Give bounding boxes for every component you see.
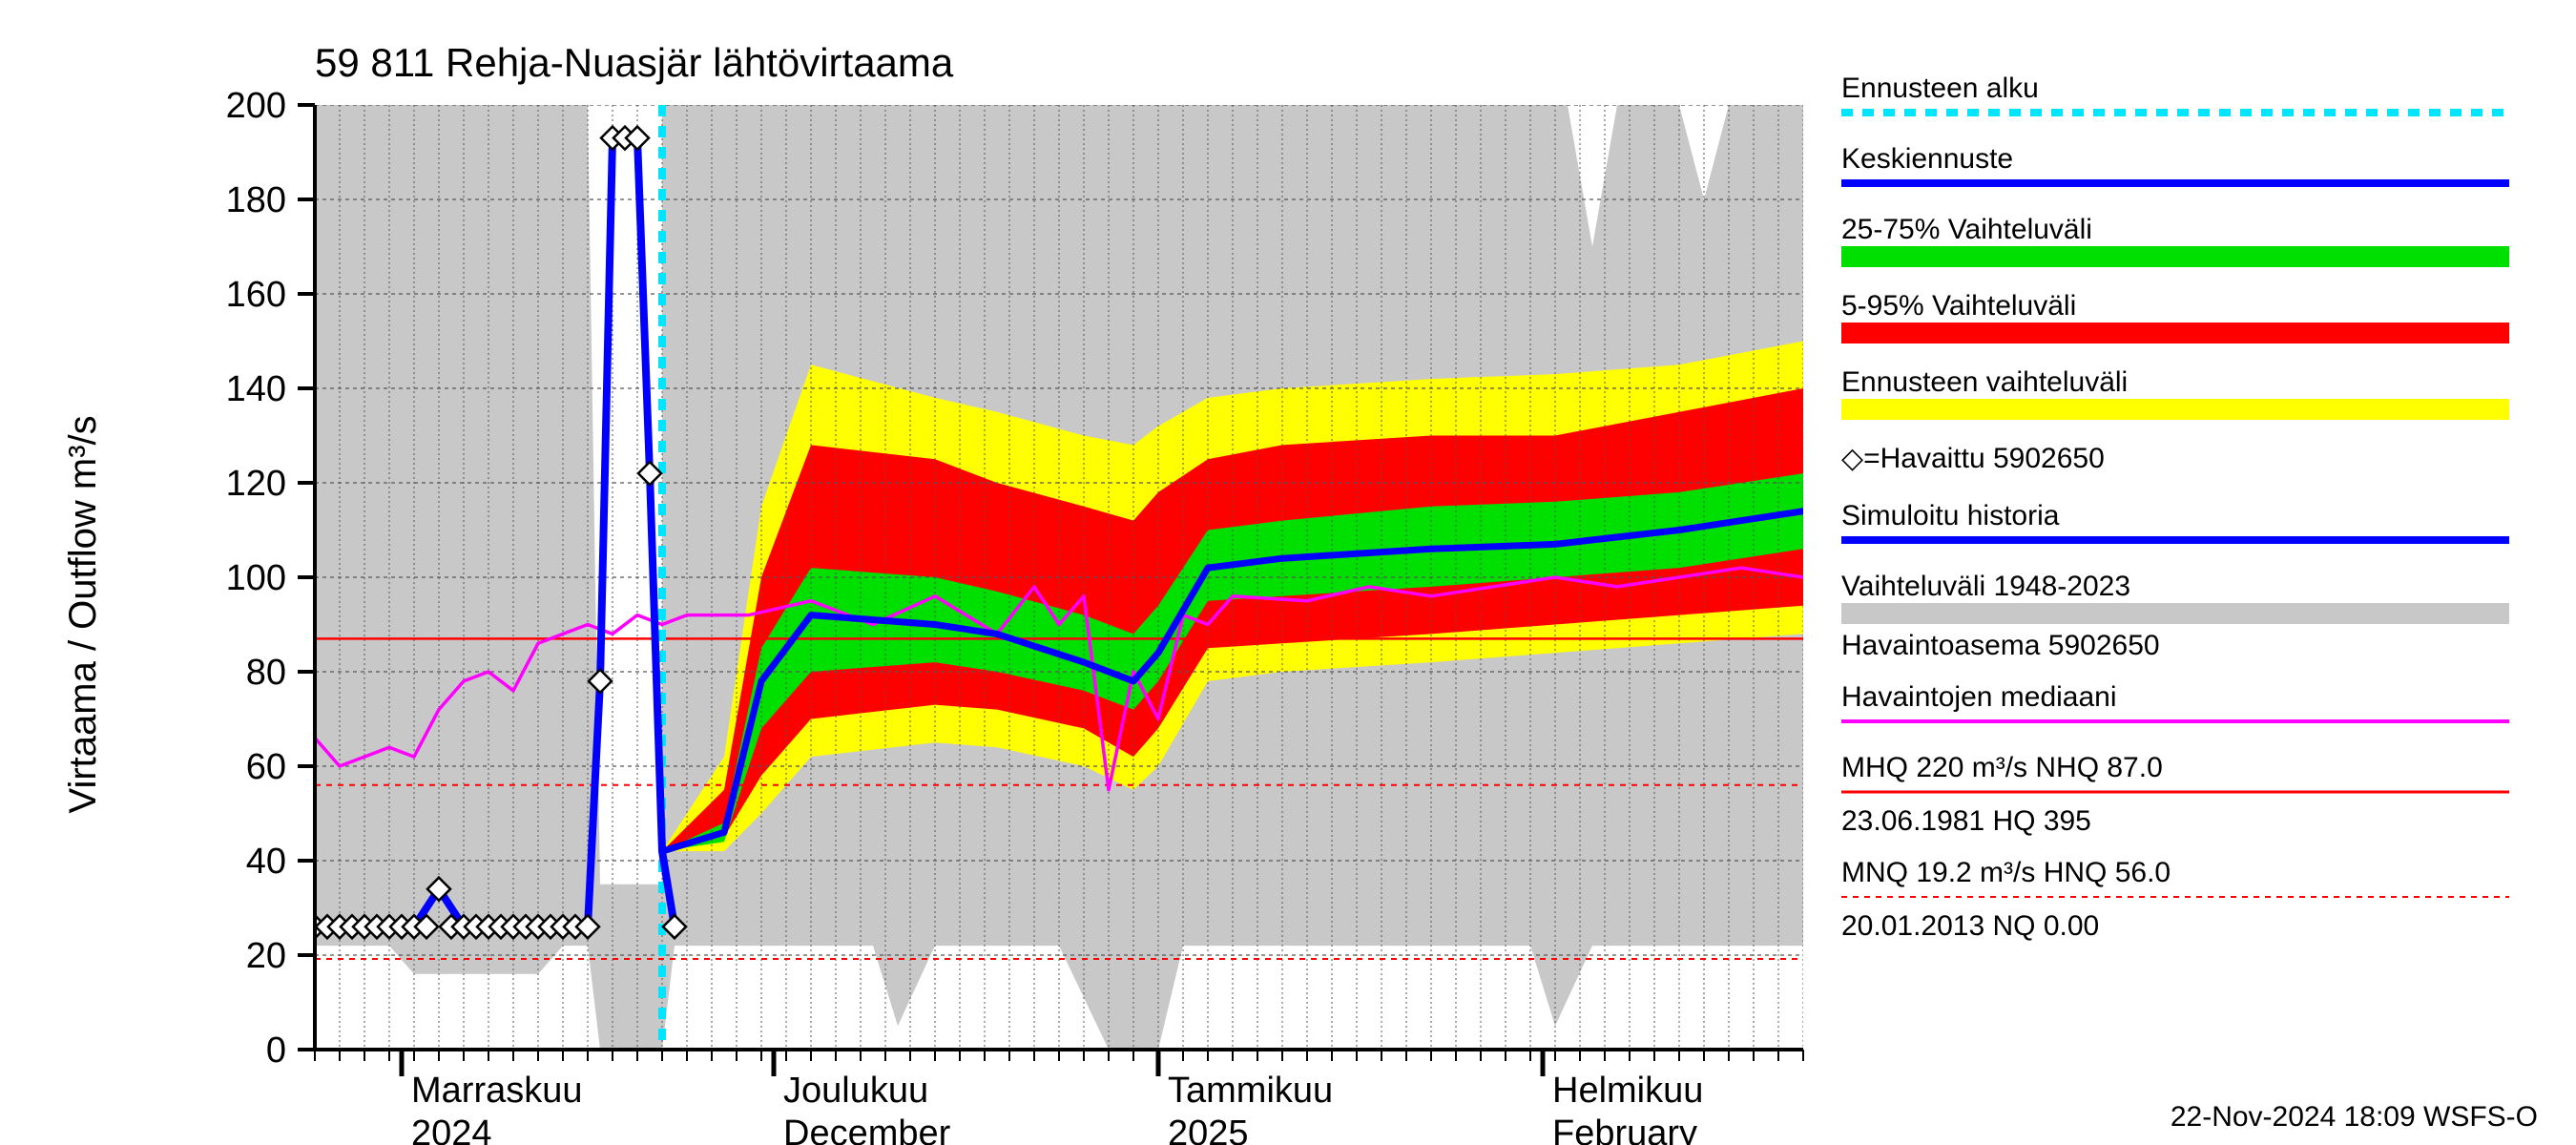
y-tick-label: 180: [226, 180, 286, 220]
legend-swatch: [1841, 323, 2509, 344]
x-tick-label-bottom: 2025: [1168, 1114, 1249, 1145]
timestamp-label: 22-Nov-2024 18:09 WSFS-O: [2171, 1101, 2538, 1133]
legend-label: 5-95% Vaihteluväli: [1841, 290, 2076, 322]
y-tick-label: 80: [246, 653, 286, 693]
x-tick-label-bottom: 2024: [411, 1114, 492, 1145]
chart-page: 0 20 40 60 80 100 120 140 160 180 200 Marraskuu2024…: [0, 0, 2576, 1145]
outflow-chart: 0 20 40 60 80 100 120 140 160 180 200 Marraskuu2024…: [0, 0, 2576, 1145]
observation-marker: [638, 462, 661, 485]
legend-label: ◇=Havaittu 5902650: [1841, 443, 2105, 474]
y-tick-label: 100: [226, 558, 286, 598]
y-tick-label: 200: [226, 86, 286, 126]
legend-label: Keskiennuste: [1841, 143, 2013, 175]
y-tick-label: 160: [226, 275, 286, 315]
legend-label: Simuloitu historia: [1841, 500, 2060, 531]
legend-sublabel: Havaintoasema 5902650: [1841, 630, 2160, 661]
legend-label: 25-75% Vaihteluväli: [1841, 214, 2092, 245]
y-tick-label: 0: [266, 1030, 286, 1071]
legend-label: MHQ 220 m³/s NHQ 87.0: [1841, 752, 2163, 783]
x-tick-label-top: Joulukuu: [783, 1071, 928, 1111]
legend-label: Vaihteluväli 1948-2023: [1841, 571, 2130, 602]
x-tick-label-top: Helmikuu: [1552, 1071, 1703, 1111]
plot-area: [303, 105, 1803, 1050]
y-tick-label: 60: [246, 747, 286, 787]
y-tick-label: 120: [226, 464, 286, 504]
legend-label: Ennusteen alku: [1841, 73, 2039, 104]
y-tick-label: 140: [226, 369, 286, 409]
y-tick-label: 20: [246, 936, 286, 976]
legend-label: MNQ 19.2 m³/s HNQ 56.0: [1841, 857, 2171, 888]
y-axis-label: Virtaama / Outflow m³/s: [62, 415, 104, 813]
legend-sublabel: 23.06.1981 HQ 395: [1841, 805, 2091, 837]
x-tick-label-top: Tammikuu: [1168, 1071, 1333, 1111]
legend-sublabel: 20.01.2013 NQ 0.00: [1841, 910, 2099, 942]
x-tick-label-bottom: December: [783, 1114, 951, 1145]
x-tick-label-bottom: February: [1552, 1114, 1697, 1145]
legend-swatch: [1841, 246, 2509, 267]
legend: Ennusteen alku Keskiennuste 25-75% Vaihtel…: [1841, 73, 2509, 942]
legend-swatch: [1841, 603, 2509, 624]
legend-label: Havaintojen mediaani: [1841, 681, 2117, 713]
legend-swatch: [1841, 399, 2509, 420]
x-tick-label-top: Marraskuu: [411, 1071, 583, 1111]
y-tick-label: 40: [246, 842, 286, 882]
legend-label: Ennusteen vaihteluväli: [1841, 366, 2128, 398]
chart-title: 59 811 Rehja-Nuasjär lähtövirtaama: [315, 40, 954, 85]
